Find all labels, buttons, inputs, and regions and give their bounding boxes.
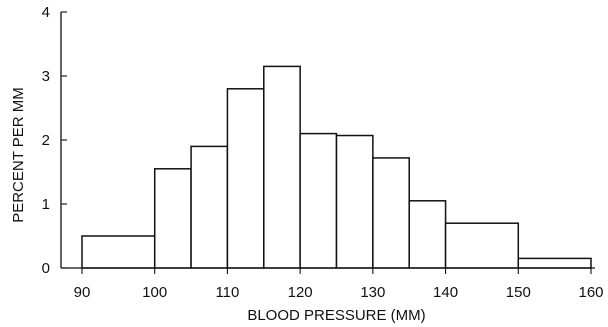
x-tick-label-100: 100: [142, 284, 167, 301]
y-axis-title: PERCENT PER MM: [10, 87, 27, 223]
y-ticks-layer: 0 1 2 3 4: [42, 4, 67, 277]
x-tick-label-90: 90: [74, 284, 91, 301]
x-axis-title: BLOOD PRESSURE (MM): [247, 307, 425, 324]
histogram-bar-150-160: [517, 257, 592, 269]
y-tick-label-4: 4: [42, 4, 50, 21]
histogram-bar-120-125: [299, 132, 338, 269]
histogram-bar-110-115: [226, 88, 265, 269]
histogram-bar-135-140: [408, 200, 447, 269]
x-tick-label-160: 160: [578, 284, 603, 301]
bars-layer: [81, 65, 592, 269]
histogram-bar-115-120: [263, 65, 301, 269]
histogram-bar-140-150: [444, 222, 520, 269]
histogram-bar-105-110: [190, 145, 229, 269]
x-tick-label-140: 140: [433, 284, 458, 301]
y-tick-label-3: 3: [42, 68, 50, 85]
x-tick-label-150: 150: [506, 284, 531, 301]
y-tick-label-1: 1: [42, 196, 50, 213]
x-ticks-layer: 90 100 110 120 130 140 150 160: [74, 268, 604, 301]
y-tick-label-2: 2: [42, 132, 50, 149]
histogram-bar-90-100: [81, 235, 156, 269]
histogram-bar-100-105: [153, 168, 192, 269]
histogram-bar-130-135: [372, 157, 410, 269]
y-tick-label-0: 0: [42, 260, 50, 277]
x-tick-label-130: 130: [360, 284, 385, 301]
x-tick-label-120: 120: [288, 284, 313, 301]
x-tick-label-110: 110: [215, 284, 239, 301]
histogram-bar-125-130: [335, 134, 374, 269]
